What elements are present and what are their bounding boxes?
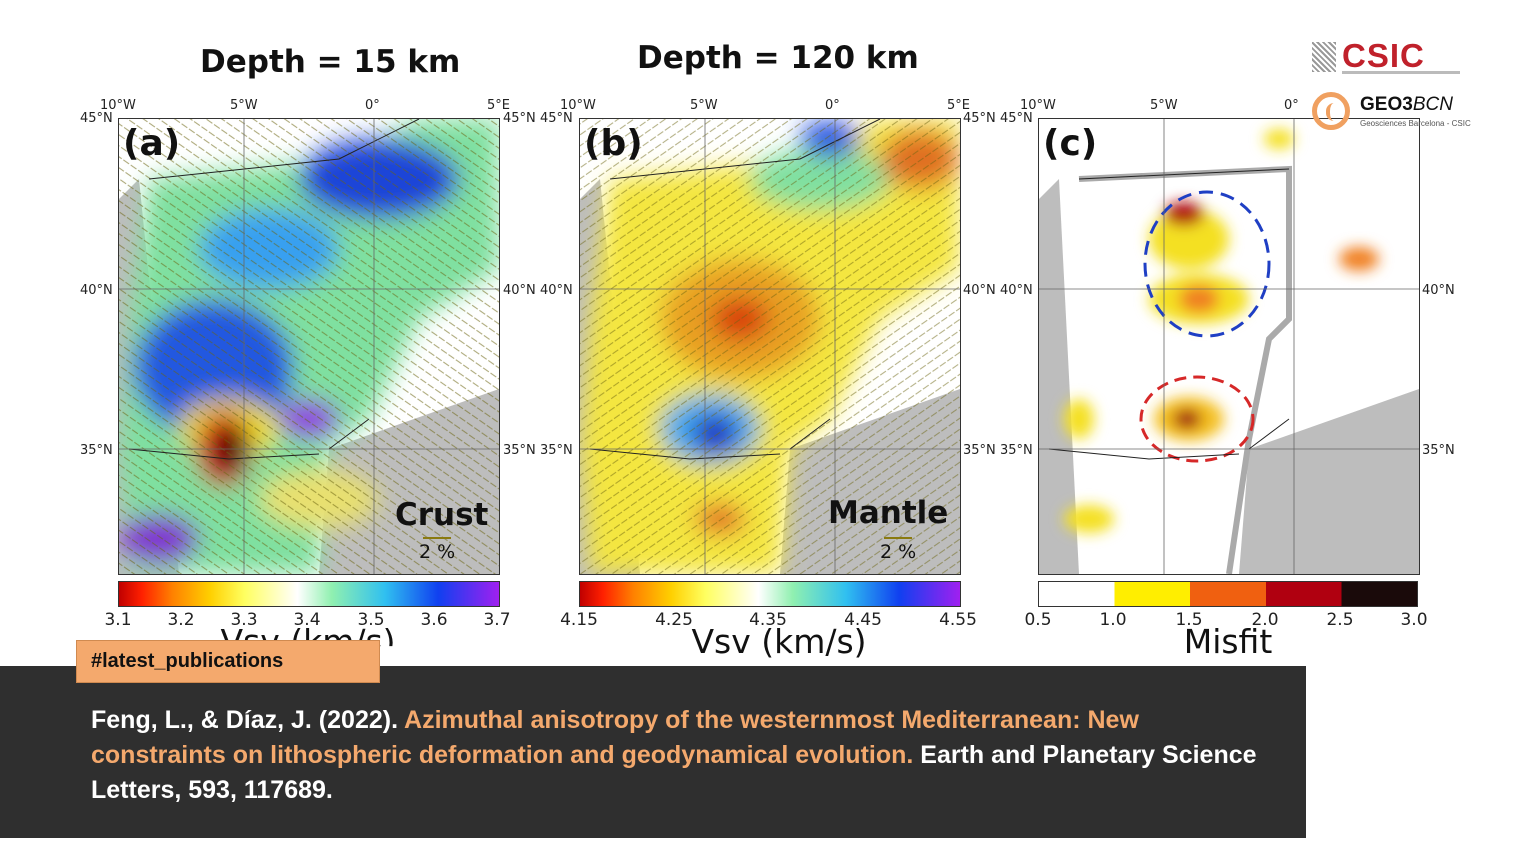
colorbar-tick: 3.7 xyxy=(483,610,511,630)
colorbar-tick: 0.5 xyxy=(1024,610,1052,630)
depth-title-crust: Depth = 15 km xyxy=(200,44,461,80)
colorbar-tick: 4.15 xyxy=(560,610,598,630)
lat-tick: 45°N xyxy=(540,111,573,126)
lon-tick: 5°W xyxy=(690,98,718,113)
colorbar-tick: 3.5 xyxy=(357,610,385,630)
lon-tick: 0° xyxy=(365,98,380,113)
crust-velocity-map: (a) Crust 2 % xyxy=(118,118,500,575)
lon-tick: 5°E xyxy=(487,98,510,113)
csic-logo-text: CSIC xyxy=(1342,37,1425,74)
colorbar-tick: 2.5 xyxy=(1326,610,1354,630)
lat-tick: 35°N xyxy=(1422,443,1455,458)
geo3bcn-logo-text: GEO3BCN xyxy=(1360,94,1453,115)
lon-tick: 5°W xyxy=(230,98,258,113)
citation-authors: Feng, L., & Díaz, J. (2022). xyxy=(91,706,405,734)
citation-text: Feng, L., & Díaz, J. (2022). Azimuthal a… xyxy=(91,703,1271,808)
lon-tick: 10°W xyxy=(560,98,596,113)
colorbar-tick: 3.4 xyxy=(293,610,321,630)
misfit-map: (c) xyxy=(1038,118,1420,575)
lat-tick: 35°N xyxy=(963,443,996,458)
lon-tick: 10°W xyxy=(100,98,136,113)
lat-tick: 40°N xyxy=(540,283,573,298)
lon-tick: 0° xyxy=(825,98,840,113)
colorbar-tick: 3.6 xyxy=(420,610,448,630)
lat-tick: 45°N xyxy=(963,111,996,126)
colorbar-tick: 4.35 xyxy=(749,610,787,630)
panel-label-a: (a) xyxy=(123,123,181,164)
depth-title-mantle: Depth = 120 km xyxy=(637,40,919,76)
lon-tick: 5°W xyxy=(1150,98,1178,113)
lat-tick: 35°N xyxy=(1000,443,1033,458)
lon-tick: 5°E xyxy=(947,98,970,113)
lat-tick: 40°N xyxy=(503,283,536,298)
geo3bcn-subtitle: Geosciences Barcelona - CSIC xyxy=(1360,119,1471,128)
panel-label-c: (c) xyxy=(1043,123,1098,164)
mantle-velocity-map: (b) Mantle 2 % xyxy=(579,118,961,575)
csic-emblem-icon xyxy=(1312,42,1336,72)
lat-tick: 45°N xyxy=(503,111,536,126)
citation-banner xyxy=(0,666,1306,838)
colorbar-crust xyxy=(118,581,500,607)
lat-tick: 40°N xyxy=(80,283,113,298)
colorbar-title-mantle: Vsv (km/s) xyxy=(691,622,867,661)
colorbar-tick: 3.3 xyxy=(230,610,258,630)
panel-label-b: (b) xyxy=(584,123,643,164)
lon-tick: 0° xyxy=(1284,98,1299,113)
lon-tick: 10°W xyxy=(1020,98,1056,113)
colorbar-tick: 4.45 xyxy=(844,610,882,630)
colorbar-tick: 3.0 xyxy=(1400,610,1428,630)
colorbar-tick: 4.25 xyxy=(655,610,693,630)
hashtag-label: #latest_publications xyxy=(76,640,380,683)
lat-tick: 40°N xyxy=(1422,283,1455,298)
colorbar-tick: 3.2 xyxy=(167,610,195,630)
colorbar-tick: 2.0 xyxy=(1251,610,1279,630)
colorbar-tick: 1.0 xyxy=(1099,610,1127,630)
citation-title: Azimuthal anisotropy of the westernmost … xyxy=(91,706,1139,769)
colorbar-mantle xyxy=(579,581,961,607)
csic-logo: CSIC xyxy=(1310,37,1470,80)
scale-legend-b: 2 % xyxy=(880,537,916,563)
lat-tick: 35°N xyxy=(540,443,573,458)
lat-tick: 40°N xyxy=(1000,283,1033,298)
colorbar-misfit xyxy=(1038,581,1418,607)
crust-label: Crust xyxy=(395,497,489,533)
scale-legend-a: 2 % xyxy=(419,537,455,563)
mantle-label: Mantle xyxy=(828,495,949,531)
lat-tick: 35°N xyxy=(503,443,536,458)
citation-journal: Earth and Planetary Science Letters, 593… xyxy=(91,741,1257,804)
colorbar-tick: 3.1 xyxy=(104,610,132,630)
geo3bcn-emblem-icon xyxy=(1312,92,1350,130)
colorbar-tick: 1.5 xyxy=(1175,610,1203,630)
lat-tick: 35°N xyxy=(80,443,113,458)
geo3bcn-logo: GEO3BCN Geosciences Barcelona - CSIC xyxy=(1312,92,1492,136)
lat-tick: 40°N xyxy=(963,283,996,298)
colorbar-tick: 4.55 xyxy=(939,610,977,630)
colorbar-title-misfit: Misfit xyxy=(1183,622,1273,661)
lat-tick: 45°N xyxy=(80,111,113,126)
lat-tick: 45°N xyxy=(1000,111,1033,126)
